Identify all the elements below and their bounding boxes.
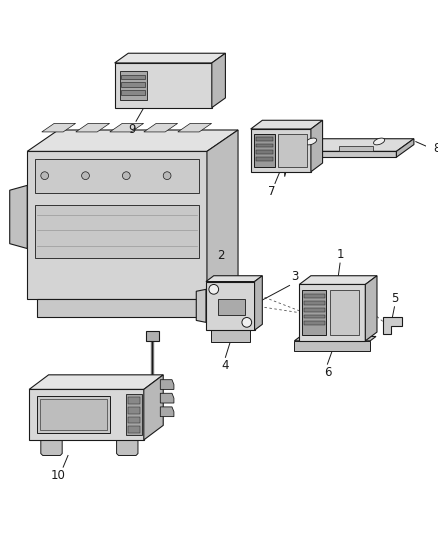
Circle shape bbox=[209, 285, 219, 294]
Polygon shape bbox=[76, 123, 110, 132]
Polygon shape bbox=[206, 281, 254, 330]
Bar bbox=[255, 150, 273, 154]
Polygon shape bbox=[294, 336, 376, 341]
Polygon shape bbox=[251, 120, 322, 129]
Polygon shape bbox=[290, 151, 396, 157]
Bar bbox=[35, 159, 199, 193]
Text: 9: 9 bbox=[128, 123, 136, 136]
Polygon shape bbox=[207, 130, 238, 299]
Text: 3: 3 bbox=[291, 270, 299, 282]
Polygon shape bbox=[311, 120, 322, 172]
Polygon shape bbox=[42, 123, 76, 132]
Bar bbox=[128, 397, 140, 404]
Bar bbox=[330, 290, 360, 335]
Bar bbox=[304, 301, 325, 305]
Bar bbox=[304, 321, 325, 325]
Polygon shape bbox=[212, 53, 226, 108]
Polygon shape bbox=[294, 341, 370, 351]
Polygon shape bbox=[144, 375, 163, 440]
Bar bbox=[304, 314, 325, 319]
Polygon shape bbox=[251, 129, 311, 172]
Text: 10: 10 bbox=[51, 469, 66, 482]
Polygon shape bbox=[27, 130, 238, 151]
Text: 6: 6 bbox=[324, 366, 331, 379]
Bar bbox=[121, 75, 145, 79]
Polygon shape bbox=[160, 379, 174, 390]
Circle shape bbox=[123, 172, 130, 180]
Circle shape bbox=[41, 172, 49, 180]
Polygon shape bbox=[285, 151, 290, 176]
Text: 5: 5 bbox=[391, 292, 398, 305]
Bar bbox=[121, 83, 145, 87]
Bar bbox=[255, 143, 273, 148]
Polygon shape bbox=[37, 299, 197, 317]
Bar bbox=[128, 407, 140, 414]
Polygon shape bbox=[160, 407, 174, 417]
Polygon shape bbox=[197, 278, 228, 317]
Bar bbox=[128, 426, 140, 433]
Text: 4: 4 bbox=[222, 359, 229, 372]
Bar bbox=[40, 399, 107, 430]
Polygon shape bbox=[160, 393, 174, 403]
Bar bbox=[121, 90, 145, 95]
Text: 1: 1 bbox=[336, 248, 344, 261]
Polygon shape bbox=[339, 146, 372, 151]
Text: 7: 7 bbox=[268, 185, 276, 198]
Polygon shape bbox=[211, 330, 250, 342]
Bar bbox=[304, 294, 325, 298]
Text: 2: 2 bbox=[217, 249, 224, 262]
Bar bbox=[37, 396, 110, 433]
Circle shape bbox=[163, 172, 171, 180]
Ellipse shape bbox=[374, 138, 385, 145]
Polygon shape bbox=[396, 139, 414, 157]
Polygon shape bbox=[206, 276, 262, 281]
Polygon shape bbox=[27, 151, 207, 299]
Bar bbox=[255, 137, 273, 141]
Text: 8: 8 bbox=[433, 142, 438, 155]
Bar bbox=[120, 71, 147, 100]
Bar bbox=[255, 157, 273, 161]
Polygon shape bbox=[115, 63, 212, 108]
Polygon shape bbox=[29, 375, 163, 390]
Polygon shape bbox=[144, 123, 177, 132]
Bar bbox=[254, 134, 275, 167]
Bar bbox=[278, 134, 307, 167]
Polygon shape bbox=[41, 440, 62, 456]
Bar bbox=[302, 290, 326, 335]
Polygon shape bbox=[29, 390, 144, 440]
Ellipse shape bbox=[306, 138, 317, 145]
Polygon shape bbox=[115, 53, 226, 63]
Polygon shape bbox=[196, 289, 206, 322]
Polygon shape bbox=[110, 123, 144, 132]
Polygon shape bbox=[299, 276, 377, 285]
Bar bbox=[218, 299, 245, 314]
Polygon shape bbox=[10, 185, 27, 248]
Bar bbox=[35, 205, 199, 259]
Polygon shape bbox=[117, 440, 138, 456]
Circle shape bbox=[81, 172, 89, 180]
Bar bbox=[128, 417, 140, 423]
Bar bbox=[126, 394, 142, 435]
Polygon shape bbox=[290, 139, 414, 151]
Bar bbox=[304, 308, 325, 312]
Bar bbox=[146, 331, 159, 341]
Polygon shape bbox=[299, 285, 365, 341]
Polygon shape bbox=[383, 317, 402, 334]
Polygon shape bbox=[254, 276, 262, 330]
Circle shape bbox=[242, 318, 252, 327]
Polygon shape bbox=[178, 123, 212, 132]
Polygon shape bbox=[365, 276, 377, 341]
